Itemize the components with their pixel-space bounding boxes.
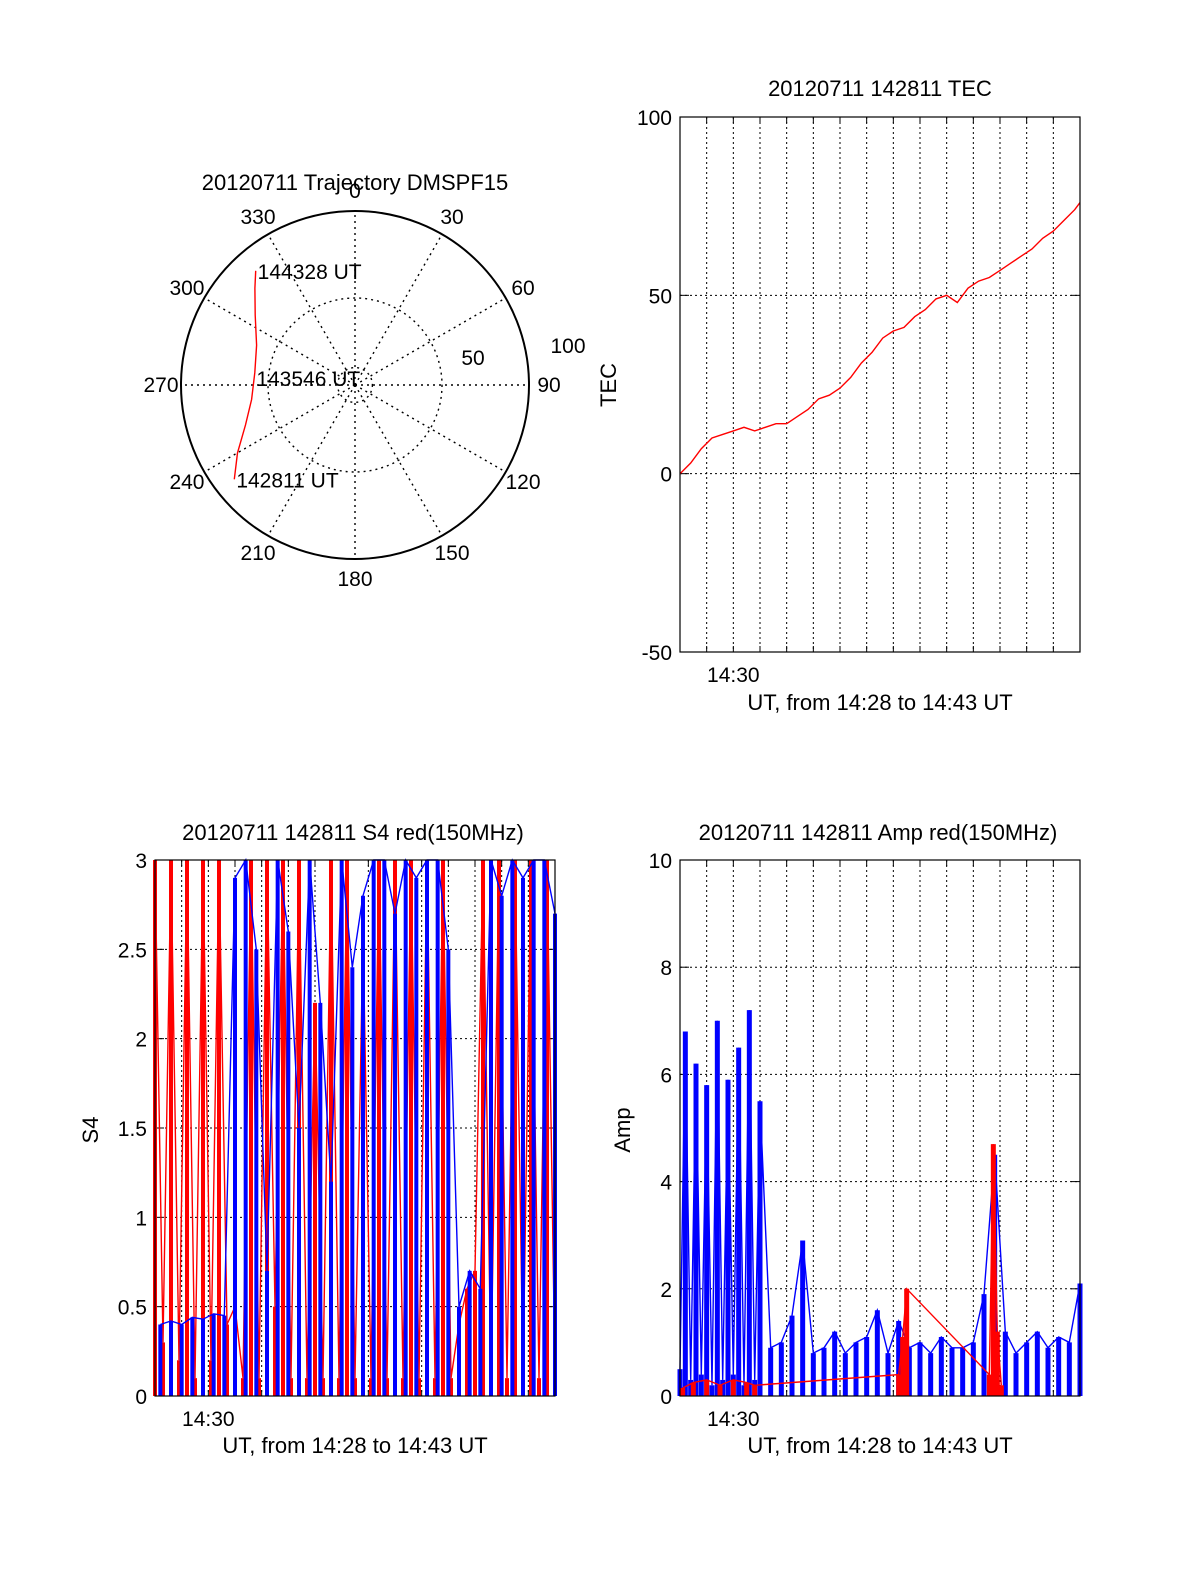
y-tick-label: 0 — [660, 1386, 672, 1409]
tec-chart: 20120711 142811 TEC TEC UT, from 14:28 t… — [596, 76, 1081, 715]
azimuth-tick-label: 270 — [143, 374, 178, 397]
trajectory-annotation: 143546 UT — [256, 368, 360, 391]
azimuth-tick-label: 240 — [169, 471, 204, 494]
azimuth-tick-label: 180 — [337, 568, 372, 591]
y-tick-label: -50 — [642, 642, 672, 665]
grid-spoke — [203, 384, 356, 473]
y-tick-label: 2 — [660, 1279, 672, 1302]
polar-series — [233, 270, 258, 480]
y-tick-label: 0 — [135, 1386, 147, 1409]
series-line — [682, 1144, 1002, 1389]
amp-plot-area: 10 8 6 4 2 0 14:30 — [649, 850, 1083, 1431]
plot-frame — [154, 859, 556, 1397]
y-tick-label: 1 — [135, 1207, 147, 1230]
trajectory-annotation: 144328 UT — [258, 261, 362, 284]
y-tick-label: 3 — [135, 850, 147, 873]
grid-spoke — [354, 384, 507, 473]
azimuth-tick-label: 300 — [169, 277, 204, 300]
polar-grid — [180, 210, 530, 560]
grid-spoke — [203, 297, 356, 386]
x-tick-label: 14:30 — [707, 664, 760, 687]
y-tick-label: 4 — [660, 1172, 672, 1195]
chart-title: 20120711 142811 S4 red(150MHz) — [182, 820, 524, 845]
grid-circle — [267, 297, 443, 473]
x-axis-label: UT, from 14:28 to 14:43 UT — [222, 1433, 487, 1458]
grid-spoke — [354, 233, 443, 386]
grid-spoke — [267, 233, 356, 386]
azimuth-tick-label: 120 — [505, 471, 540, 494]
y-tick-label: 6 — [660, 1064, 672, 1087]
y-tick-label: 50 — [649, 285, 672, 308]
polar-trajectory-chart: 20120711 Trajectory DMSPF15 0 30 60 90 120 15… — [143, 170, 585, 591]
x-axis-label: UT, from 14:28 to 14:43 UT — [747, 1433, 1012, 1458]
series-line — [679, 1010, 1081, 1386]
outer-circle — [180, 210, 530, 560]
grid-circle — [336, 366, 374, 404]
y-tick-label: 2 — [135, 1029, 147, 1052]
y-tick-label: 100 — [637, 107, 672, 130]
azimuth-tick-label: 0 — [349, 180, 361, 203]
series-line — [160, 857, 556, 1326]
chart-title: 20120711 142811 TEC — [768, 76, 992, 101]
y-tick-label: 1.5 — [118, 1118, 147, 1141]
grid-spoke — [354, 297, 507, 386]
azimuth-tick-label: 330 — [240, 206, 275, 229]
trajectory-line — [233, 270, 258, 480]
tec-plot-area: 100 50 0 -50 14:30 — [637, 107, 1081, 687]
radial-tick-label: 50 — [461, 347, 484, 370]
grid-spoke — [267, 384, 356, 537]
s4-plot-area: 3 2.5 2 1.5 1 0.5 0 14:30 — [118, 850, 557, 1431]
y-axis-label: S4 — [78, 1117, 103, 1144]
y-tick-label: 2.5 — [118, 939, 147, 962]
y-tick-label: 0.5 — [118, 1297, 147, 1320]
azimuth-tick-label: 90 — [537, 374, 560, 397]
chart-title: 20120711 Trajectory DMSPF15 — [202, 170, 509, 195]
chart-title: 20120711 142811 Amp red(150MHz) — [699, 820, 1058, 845]
x-tick-label: 14:30 — [182, 1408, 235, 1431]
polar-annotations: 144328 UT 143546 UT 142811 UT — [236, 261, 361, 493]
x-axis-label: UT, from 14:28 to 14:43 UT — [747, 690, 1012, 715]
series-line — [679, 202, 1081, 475]
s4-chart: 20120711 142811 S4 red(150MHz) S4 UT, fr… — [78, 820, 557, 1458]
radial-tick-label: 100 — [550, 335, 585, 358]
azimuth-tick-label: 150 — [434, 542, 469, 565]
azimuth-tick-label: 30 — [440, 206, 463, 229]
series-line — [154, 859, 556, 1379]
x-tick-label: 14:30 — [707, 1408, 760, 1431]
plot-frame — [679, 859, 1081, 1397]
plot-frame — [679, 116, 1081, 653]
y-axis-label: Amp — [610, 1107, 635, 1152]
y-tick-label: 10 — [649, 850, 672, 873]
trajectory-annotation: 142811 UT — [236, 469, 339, 492]
polar-labels: 0 30 60 90 120 150 180 210 240 270 300 330 50 100 — [143, 180, 585, 591]
y-tick-label: 0 — [660, 464, 672, 487]
azimuth-tick-label: 210 — [240, 542, 275, 565]
azimuth-tick-label: 60 — [511, 277, 534, 300]
y-tick-label: 8 — [660, 957, 672, 980]
y-axis-label: TEC — [596, 363, 621, 407]
grid-spoke — [354, 384, 443, 537]
amp-chart: 20120711 142811 Amp red(150MHz) Amp UT, … — [610, 820, 1083, 1458]
